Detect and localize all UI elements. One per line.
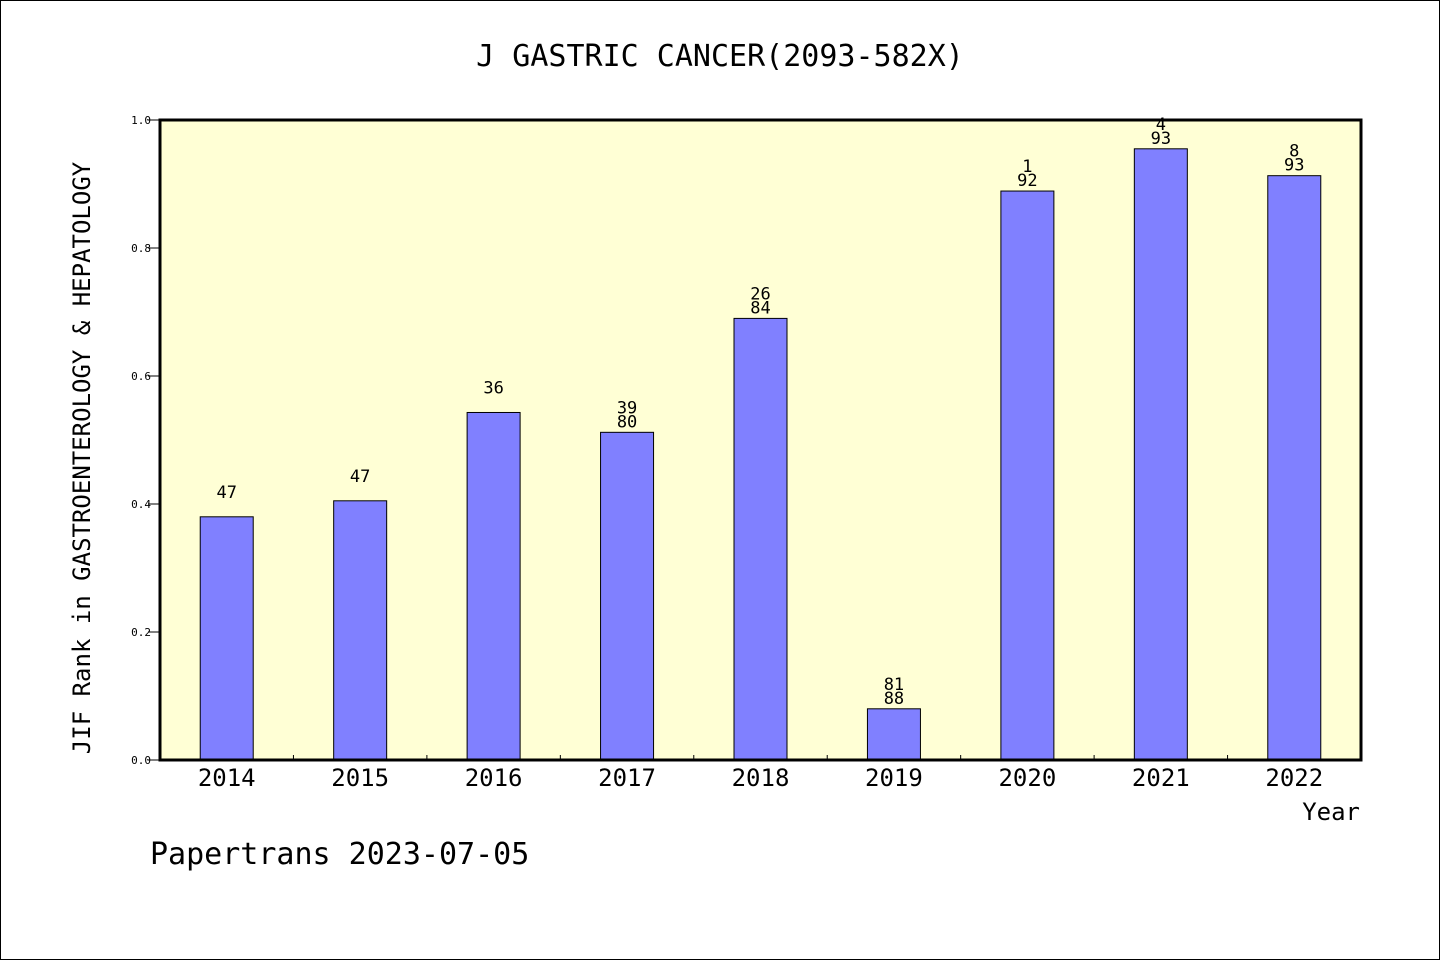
chart-title: J GASTRIC CANCER(2093-582X) bbox=[476, 39, 964, 74]
y-tick-label: 0.6 bbox=[131, 370, 151, 383]
data-label-2016-0: 36 bbox=[483, 378, 503, 398]
bars-group bbox=[199, 148, 1322, 761]
y-tick-label: 0.4 bbox=[131, 498, 151, 511]
bar-2016 bbox=[466, 411, 521, 761]
x-axis: 2014 2015 2016 2017 2018 2019 2020 2021 2022 bbox=[198, 755, 1323, 792]
data-label-2018-0: 26 bbox=[750, 284, 770, 304]
x-tick-label-2017: 2017 bbox=[598, 764, 656, 792]
y-tick-label: 0.0 bbox=[131, 754, 151, 767]
bar-2020 bbox=[1000, 190, 1055, 761]
data-label-2020-0: 1 bbox=[1022, 157, 1032, 177]
x-tick-label-2022: 2022 bbox=[1265, 764, 1323, 792]
bar-2017 bbox=[600, 431, 655, 761]
x-tick-label-2019: 2019 bbox=[865, 764, 923, 792]
data-label-2021-0: 4 bbox=[1156, 115, 1166, 135]
x-tick-label-2015: 2015 bbox=[331, 764, 389, 792]
bar-2021 bbox=[1133, 148, 1188, 761]
plot-frame bbox=[158, 118, 1363, 762]
y-tick-label: 0.2 bbox=[131, 626, 151, 639]
x-tick-label-2018: 2018 bbox=[732, 764, 790, 792]
data-label-2019-1: 88 bbox=[884, 689, 904, 709]
footer-watermark: Papertrans 2023-07-05 bbox=[150, 837, 529, 872]
bar-2022 bbox=[1267, 175, 1322, 761]
data-label-2022-0: 8 bbox=[1289, 142, 1299, 162]
x-tick-label-2021: 2021 bbox=[1132, 764, 1190, 792]
y-axis-label: JIF Rank in GASTROENTEROLOGY & HEPATOLOG… bbox=[68, 161, 96, 754]
y-axis: 0.0 0.2 0.4 0.6 0.8 1.0 bbox=[131, 114, 160, 767]
x-tick-label-2014: 2014 bbox=[198, 764, 256, 792]
data-label-2022-1: 93 bbox=[1284, 156, 1304, 176]
x-axis-label: Year bbox=[1302, 798, 1360, 826]
x-tick-label-2016: 2016 bbox=[465, 764, 523, 792]
data-label-2017-0: 39 bbox=[617, 398, 637, 418]
data-label-2015-0: 47 bbox=[350, 467, 370, 487]
data-label-2014-0: 47 bbox=[216, 483, 236, 503]
data-label-2019-0: 81 bbox=[884, 675, 904, 695]
bar-2019 bbox=[866, 708, 921, 761]
data-label-2017-1: 80 bbox=[617, 412, 637, 432]
data-label-2021-1: 93 bbox=[1151, 129, 1171, 149]
data-label-2020-1: 92 bbox=[1017, 171, 1037, 191]
data-label-2018-1: 84 bbox=[750, 298, 770, 318]
y-tick-label: 0.8 bbox=[131, 242, 151, 255]
y-tick-label: 1.0 bbox=[131, 114, 151, 127]
x-tick-label-2020: 2020 bbox=[998, 764, 1056, 792]
bar-2014 bbox=[199, 516, 254, 761]
bar-2015 bbox=[333, 500, 388, 761]
bar-2018 bbox=[733, 317, 788, 761]
